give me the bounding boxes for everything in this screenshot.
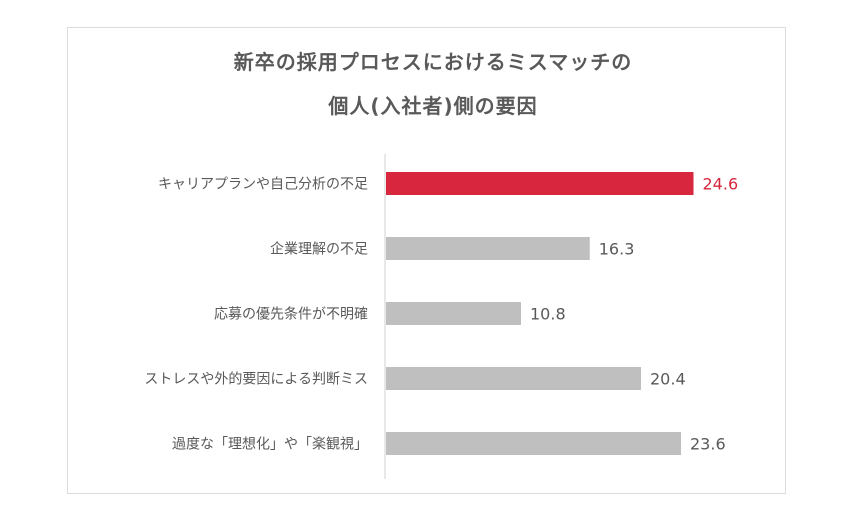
value-label: 23.6 [690,435,726,454]
category-label: 過度な「理想化」や「楽観視」 [172,436,368,453]
chart-title-line-1: 新卒の採用プロセスにおけるミスマッチの [233,50,633,74]
category-label: 企業理解の不足 [270,241,368,258]
bars-layer: キャリアプランや自己分析の不足 24.6 企業理解の不足 16.3 応募の優先条件が不明… [144,154,738,479]
chart-card [67,27,786,494]
category-label: 応募の優先条件が不明確 [214,306,368,323]
bar [386,237,590,260]
bar [386,302,521,325]
bar [386,432,681,455]
value-label: 16.3 [599,240,635,259]
value-label: 20.4 [650,370,686,389]
category-label: キャリアプランや自己分析の不足 [158,177,368,193]
category-label: ストレスや外的要因による判断ミス [144,372,368,388]
bar [386,367,641,390]
value-label: 10.8 [530,305,566,324]
chart-title-line-2: 個人(入社者)側の要因 [328,94,538,118]
bar-highlight [386,172,694,195]
chart-title: 新卒の採用プロセスにおけるミスマッチの 個人(入社者)側の要因 [0,40,866,128]
value-label: 24.6 [703,175,739,194]
